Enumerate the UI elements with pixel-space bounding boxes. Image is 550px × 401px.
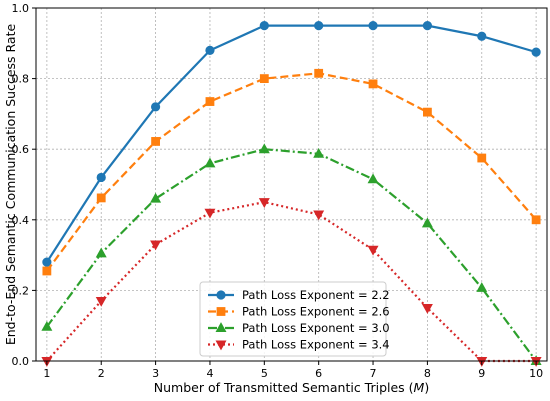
- y-tick-label: 0.2: [12, 284, 30, 297]
- x-tick-label: 3: [152, 367, 159, 380]
- legend-label: Path Loss Exponent = 2.2: [242, 288, 390, 302]
- data-point: [41, 320, 53, 331]
- series-2: [42, 68, 541, 276]
- data-point: [96, 193, 106, 203]
- data-point: [313, 147, 325, 158]
- x-tick-label: 1: [43, 367, 50, 380]
- data-point: [216, 307, 226, 316]
- data-point: [421, 304, 433, 314]
- data-point: [477, 153, 487, 163]
- x-tick-label: 4: [206, 367, 213, 380]
- legend: Path Loss Exponent = 2.2 Path Loss Expone…: [199, 281, 390, 357]
- x-tick-label: 5: [261, 367, 268, 380]
- x-tick-label: 2: [98, 367, 105, 380]
- data-point: [150, 192, 162, 203]
- data-point: [205, 97, 215, 106]
- y-tick-label: 0.6: [12, 143, 30, 156]
- data-point: [367, 173, 379, 184]
- series-line: [46, 201, 537, 363]
- legend-box: [199, 281, 387, 357]
- data-point: [368, 21, 378, 31]
- y-tick-label: 0.0: [12, 355, 30, 368]
- legend-item: Path Loss Exponent = 2.2: [208, 288, 390, 302]
- data-point: [205, 45, 215, 55]
- plot-frame: [35, 7, 548, 362]
- data-point: [96, 172, 106, 183]
- y-axis-label: End-to-End Semantic Communication Succes…: [3, 24, 18, 346]
- data-point: [368, 79, 378, 89]
- data-point: [314, 21, 324, 31]
- data-point: [314, 68, 324, 78]
- series-line: [45, 148, 538, 362]
- y-tick-label: 0.4: [12, 214, 30, 227]
- data-point: [259, 21, 269, 31]
- x-tick-label: 10: [529, 367, 543, 380]
- legend-label: Path Loss Exponent = 2.6: [242, 305, 390, 319]
- data-point: [215, 340, 227, 351]
- series-line: [45, 72, 537, 272]
- data-point: [42, 266, 52, 276]
- series-group: [41, 21, 542, 367]
- data-point: [421, 217, 433, 228]
- data-point: [95, 247, 107, 258]
- x-tick-label: 6: [315, 367, 322, 380]
- x-tick-label: 7: [370, 367, 377, 380]
- data-point: [476, 282, 488, 292]
- data-point: [313, 210, 325, 221]
- legend-label: Path Loss Exponent = 3.4: [242, 338, 390, 352]
- grid: [36, 7, 547, 362]
- series-line: [45, 24, 537, 263]
- data-point: [258, 143, 270, 154]
- data-point: [531, 47, 541, 57]
- x-tick-label: 8: [424, 367, 431, 380]
- legend-item: Path Loss Exponent = 3.0: [208, 321, 390, 335]
- series-4: [41, 198, 542, 367]
- y-tick-label: 0.8: [12, 73, 30, 86]
- series-1: [42, 21, 541, 267]
- data-point: [150, 102, 161, 112]
- x-tick-label: 9: [478, 367, 485, 380]
- data-point: [215, 322, 227, 333]
- data-point: [95, 296, 107, 307]
- legend-label: Path Loss Exponent = 3.0: [242, 321, 390, 335]
- data-point: [216, 290, 226, 300]
- legend-item: Path Loss Exponent = 2.6: [208, 305, 390, 319]
- data-point: [531, 215, 541, 225]
- data-point: [477, 31, 487, 41]
- x-axis-label: Number of Transmitted Semantic Triples (…: [154, 380, 429, 395]
- data-point: [151, 137, 160, 146]
- data-point: [423, 107, 432, 117]
- y-tick-label: 1.0: [12, 2, 30, 15]
- axes: 1 2 3 4 5 6 7 8 9 10 0.0 0.2 0.4 0.6 0.8 1.0: [12, 2, 544, 380]
- data-point: [150, 240, 162, 251]
- data-point: [259, 74, 269, 83]
- data-point: [204, 157, 216, 168]
- data-point: [367, 245, 379, 256]
- data-point: [42, 257, 52, 267]
- data-point: [422, 21, 433, 31]
- data-point: [258, 198, 270, 208]
- data-point: [204, 208, 216, 219]
- legend-item: Path Loss Exponent = 3.4: [208, 338, 390, 352]
